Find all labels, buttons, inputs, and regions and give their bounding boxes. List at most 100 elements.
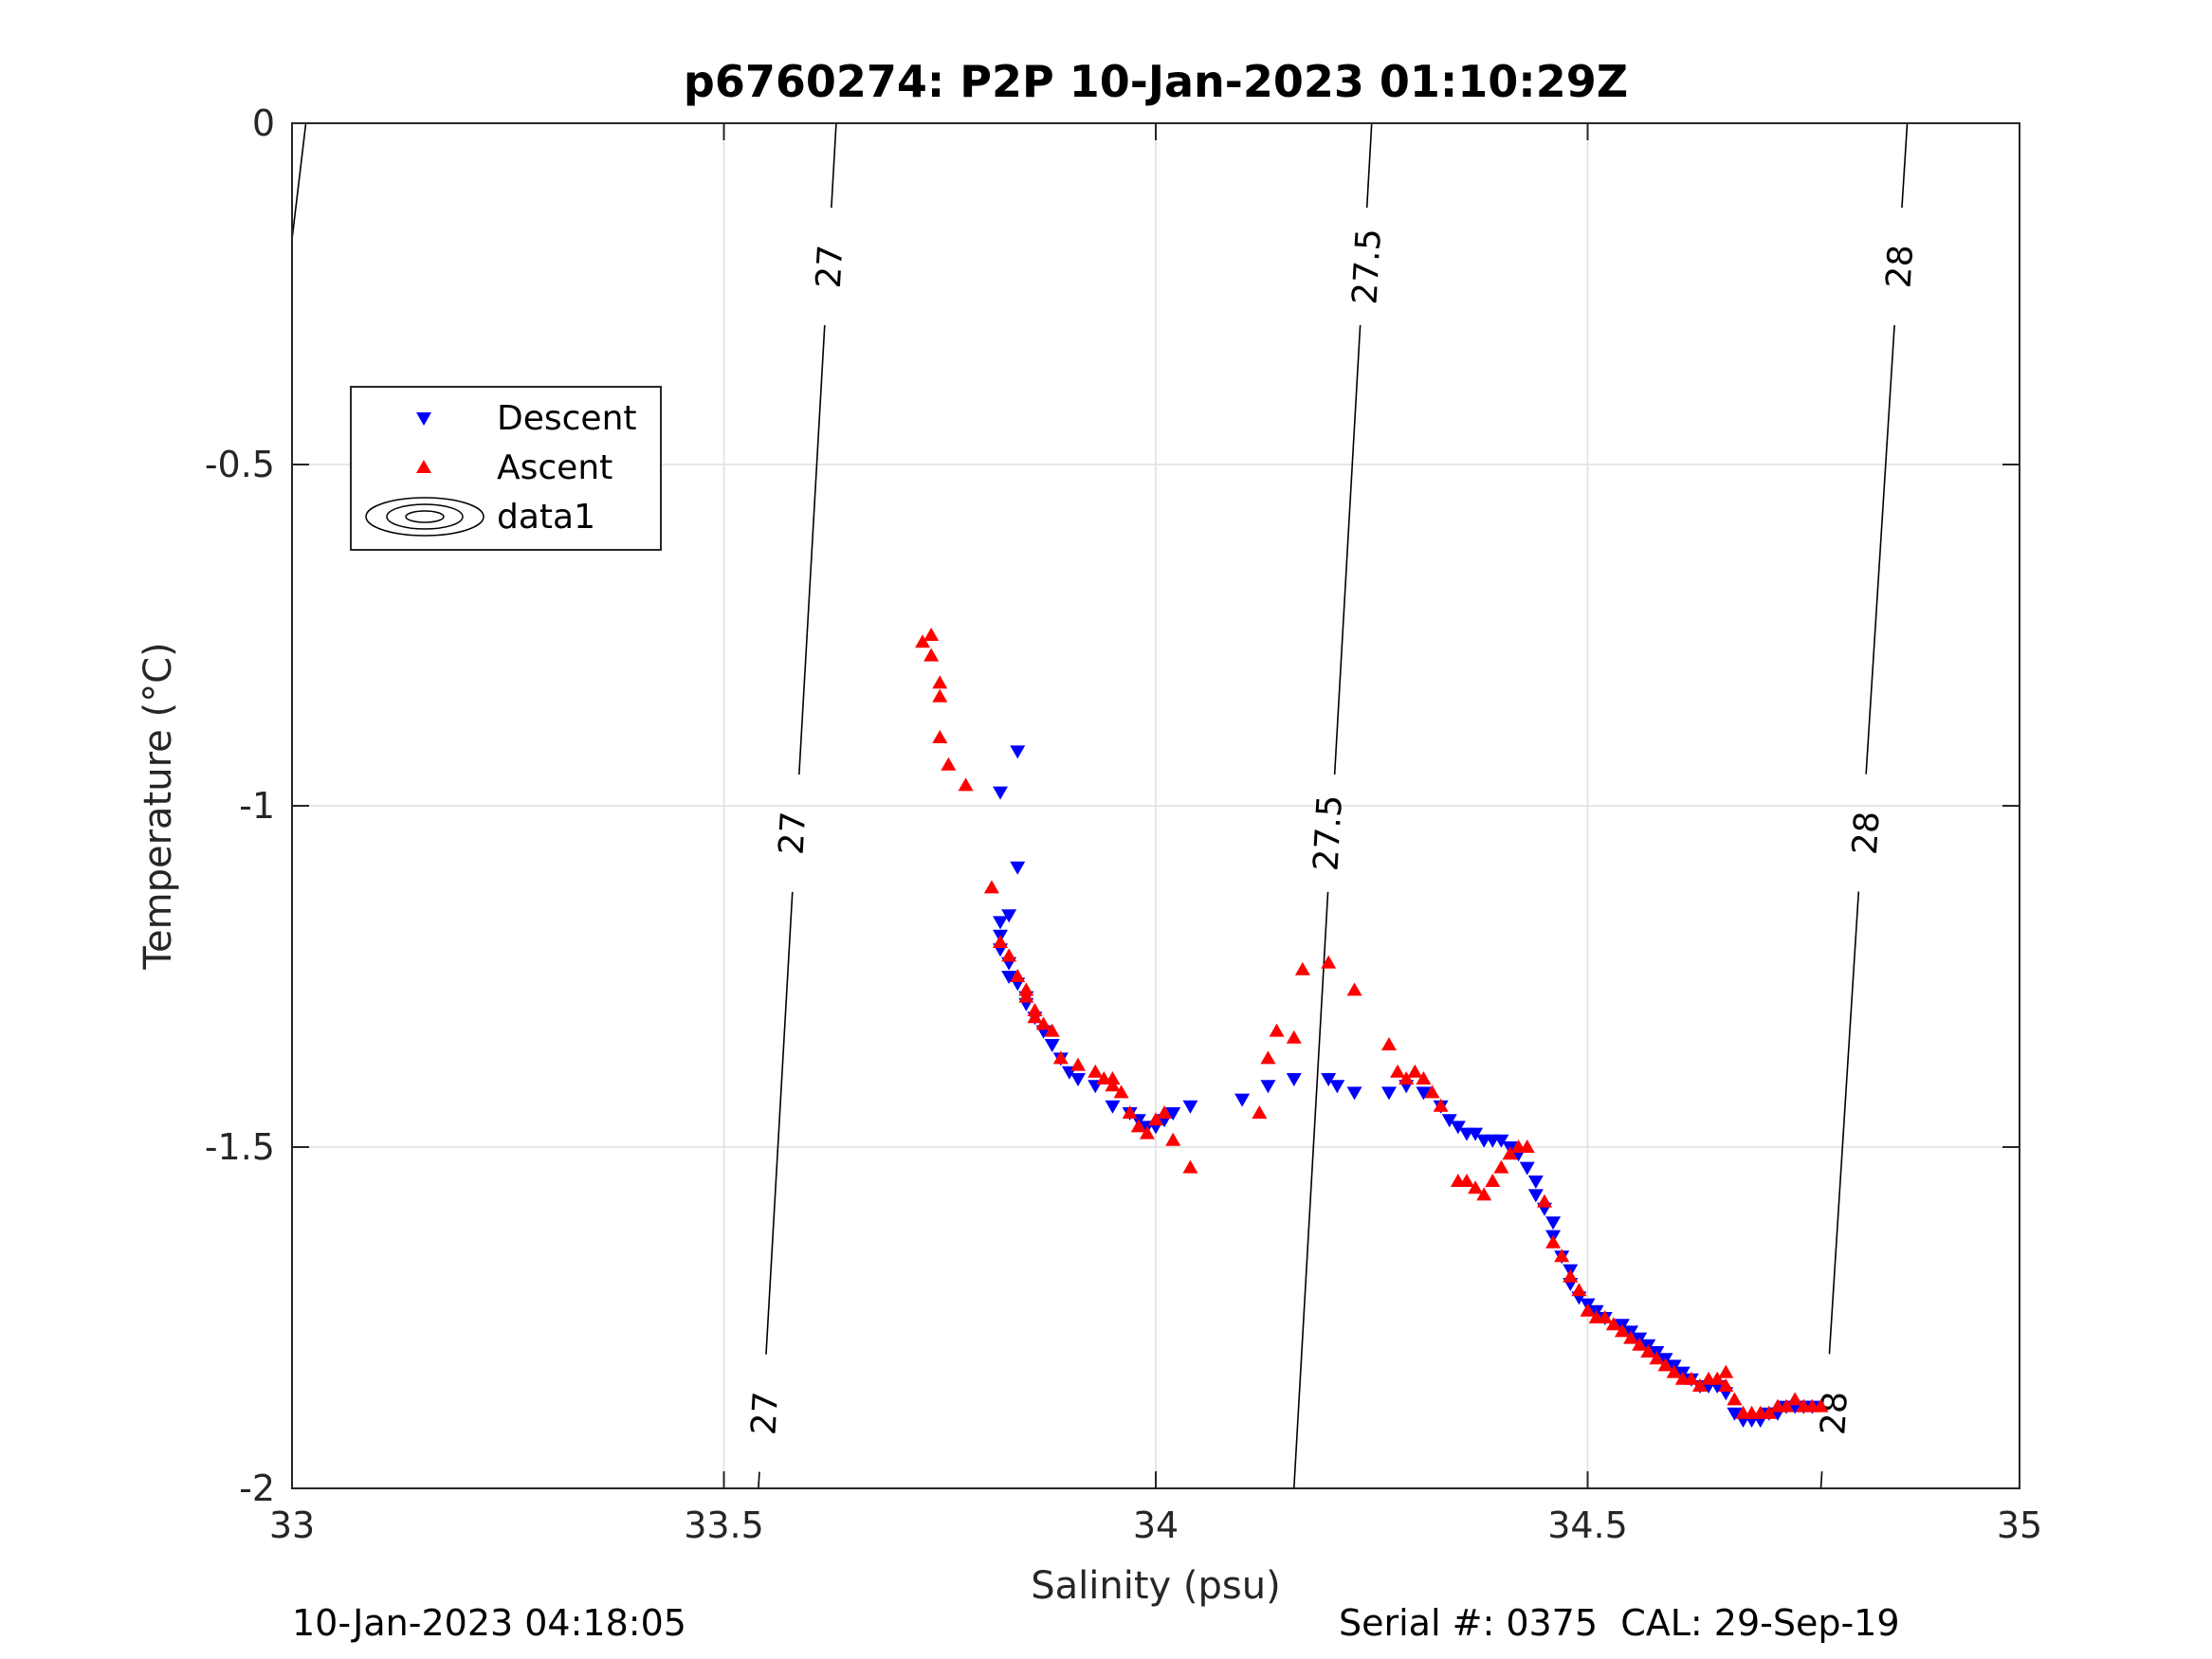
descent-point xyxy=(1286,1073,1302,1086)
ascent-point xyxy=(923,628,940,641)
descent-point xyxy=(1165,1107,1181,1121)
contour-line xyxy=(1333,324,1362,775)
y-tick-label: -0.5 xyxy=(205,444,275,485)
ascent-point xyxy=(1468,1180,1484,1194)
ascent-point xyxy=(1346,982,1362,996)
ascent-point xyxy=(1458,1174,1474,1187)
contour-label: 28 xyxy=(1846,811,1888,856)
contour-line xyxy=(1901,123,1909,209)
ascent-point xyxy=(1182,1159,1198,1174)
ascent-point xyxy=(1139,1125,1155,1139)
ascent-point xyxy=(1580,1303,1596,1317)
ascent-point xyxy=(958,777,974,792)
x-tick-label: 34.5 xyxy=(1547,1504,1628,1546)
ascent-point xyxy=(1485,1174,1501,1187)
contour-line xyxy=(1819,1471,1823,1488)
ascent-point xyxy=(1105,1078,1121,1092)
descent-point xyxy=(1001,909,1017,923)
contour-label: 28 xyxy=(1814,1391,1856,1436)
ascent-point xyxy=(1252,1105,1268,1119)
legend: Descent Ascent data1 xyxy=(350,386,662,551)
contour-line xyxy=(798,324,826,775)
legend-box xyxy=(350,386,662,551)
descent-point xyxy=(1727,1407,1743,1421)
ascent-point xyxy=(1640,1344,1656,1358)
grid xyxy=(292,123,2020,1488)
ascent-point xyxy=(993,935,1009,948)
contour-label: 27 xyxy=(810,244,851,289)
ascent-point xyxy=(1571,1283,1587,1297)
descent-point xyxy=(1010,861,1026,875)
contour-label: 27 xyxy=(744,1391,786,1436)
ascent-point xyxy=(923,647,940,662)
ascent-point xyxy=(1502,1146,1518,1160)
ascent-point xyxy=(1433,1098,1449,1112)
ascent-point xyxy=(1614,1323,1630,1338)
series-ascent xyxy=(915,628,1829,1419)
ascent-point xyxy=(1536,1194,1552,1208)
y-tick-label: 0 xyxy=(252,102,275,144)
ascent-point xyxy=(1493,1159,1509,1174)
ascent-point xyxy=(1416,1071,1432,1085)
descent-point xyxy=(1416,1086,1432,1101)
ascent-point xyxy=(1813,1398,1829,1413)
legend-data1-label: data1 xyxy=(497,498,595,537)
ascent-point xyxy=(1380,1037,1397,1050)
descent-point xyxy=(993,916,1009,930)
descent-point xyxy=(1380,1086,1397,1101)
contour-label: 28 xyxy=(1879,244,1921,289)
ascent-point xyxy=(1787,1392,1803,1406)
ascent-point xyxy=(1390,1064,1406,1078)
contour-label: 27.5 xyxy=(1345,228,1388,305)
x-tick-label: 34 xyxy=(1133,1504,1179,1546)
descent-point xyxy=(1321,1073,1337,1086)
legend-descent-label: Descent xyxy=(497,399,637,438)
ascent-point xyxy=(1657,1358,1673,1372)
ascent-point xyxy=(1027,1003,1043,1016)
ascent-point xyxy=(1286,1030,1302,1044)
footer-serial: Serial #: 0375 CAL: 29-Sep-19 xyxy=(1339,1602,1900,1644)
descent-point xyxy=(1527,1176,1544,1189)
footer-timestamp: 10-Jan-2023 04:18:05 xyxy=(292,1602,686,1644)
ascent-point xyxy=(1666,1364,1682,1378)
ascent-point xyxy=(1018,982,1034,996)
ascent-point xyxy=(1727,1392,1743,1406)
descent-point xyxy=(993,786,1009,800)
descent-point xyxy=(1260,1080,1276,1094)
y-axis-label: Temperature (°C) xyxy=(137,642,180,970)
descent-point xyxy=(1329,1080,1345,1094)
descent-point xyxy=(1010,745,1026,759)
x-tick-label: 33 xyxy=(269,1504,315,1546)
ascent-point xyxy=(1545,1234,1562,1249)
ascent-point xyxy=(1044,1023,1060,1037)
ascent-point xyxy=(1649,1351,1665,1365)
ascent-point xyxy=(1157,1105,1173,1119)
descent-point xyxy=(1105,1100,1121,1114)
ascent-point xyxy=(1321,955,1337,969)
ascent-point xyxy=(1113,1085,1129,1099)
ascent-point xyxy=(1407,1064,1423,1078)
ascent-point xyxy=(1001,948,1017,962)
descent-point xyxy=(1070,1073,1087,1086)
axes xyxy=(291,122,2020,1489)
ascent-point xyxy=(1088,1064,1104,1078)
data-series xyxy=(915,628,1829,1428)
descent-point xyxy=(1346,1086,1362,1101)
tick-labels: 33 33.5 34 34.5 35 -2 -1.5 -1 -0.5 0 xyxy=(205,102,2042,1546)
ascent-point xyxy=(1269,1023,1285,1037)
ascent-point xyxy=(1294,961,1310,975)
ascent-point xyxy=(932,730,948,743)
ascent-point xyxy=(941,757,957,771)
ascent-point xyxy=(1683,1371,1699,1385)
contour-label: 27.5 xyxy=(1307,794,1349,872)
contour-line xyxy=(1292,891,1329,1488)
ascent-point xyxy=(1398,1071,1415,1085)
ascent-point xyxy=(1165,1132,1181,1146)
ascent-point xyxy=(1519,1139,1535,1153)
legend-ascent-label: Ascent xyxy=(497,448,612,487)
contour-line xyxy=(1865,324,1895,775)
ascent-point xyxy=(1260,1050,1276,1065)
ascent-point xyxy=(1105,1071,1121,1085)
ascent-point xyxy=(1563,1268,1579,1283)
ascent-point xyxy=(1010,969,1026,982)
